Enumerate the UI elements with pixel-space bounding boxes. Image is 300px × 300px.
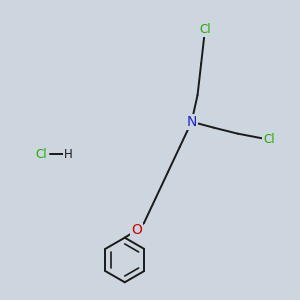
Text: H: H	[64, 148, 73, 161]
Text: Cl: Cl	[36, 148, 47, 161]
Text: N: N	[186, 115, 197, 129]
Text: Cl: Cl	[199, 23, 211, 36]
Text: Cl: Cl	[263, 133, 275, 146]
Text: O: O	[131, 223, 142, 237]
